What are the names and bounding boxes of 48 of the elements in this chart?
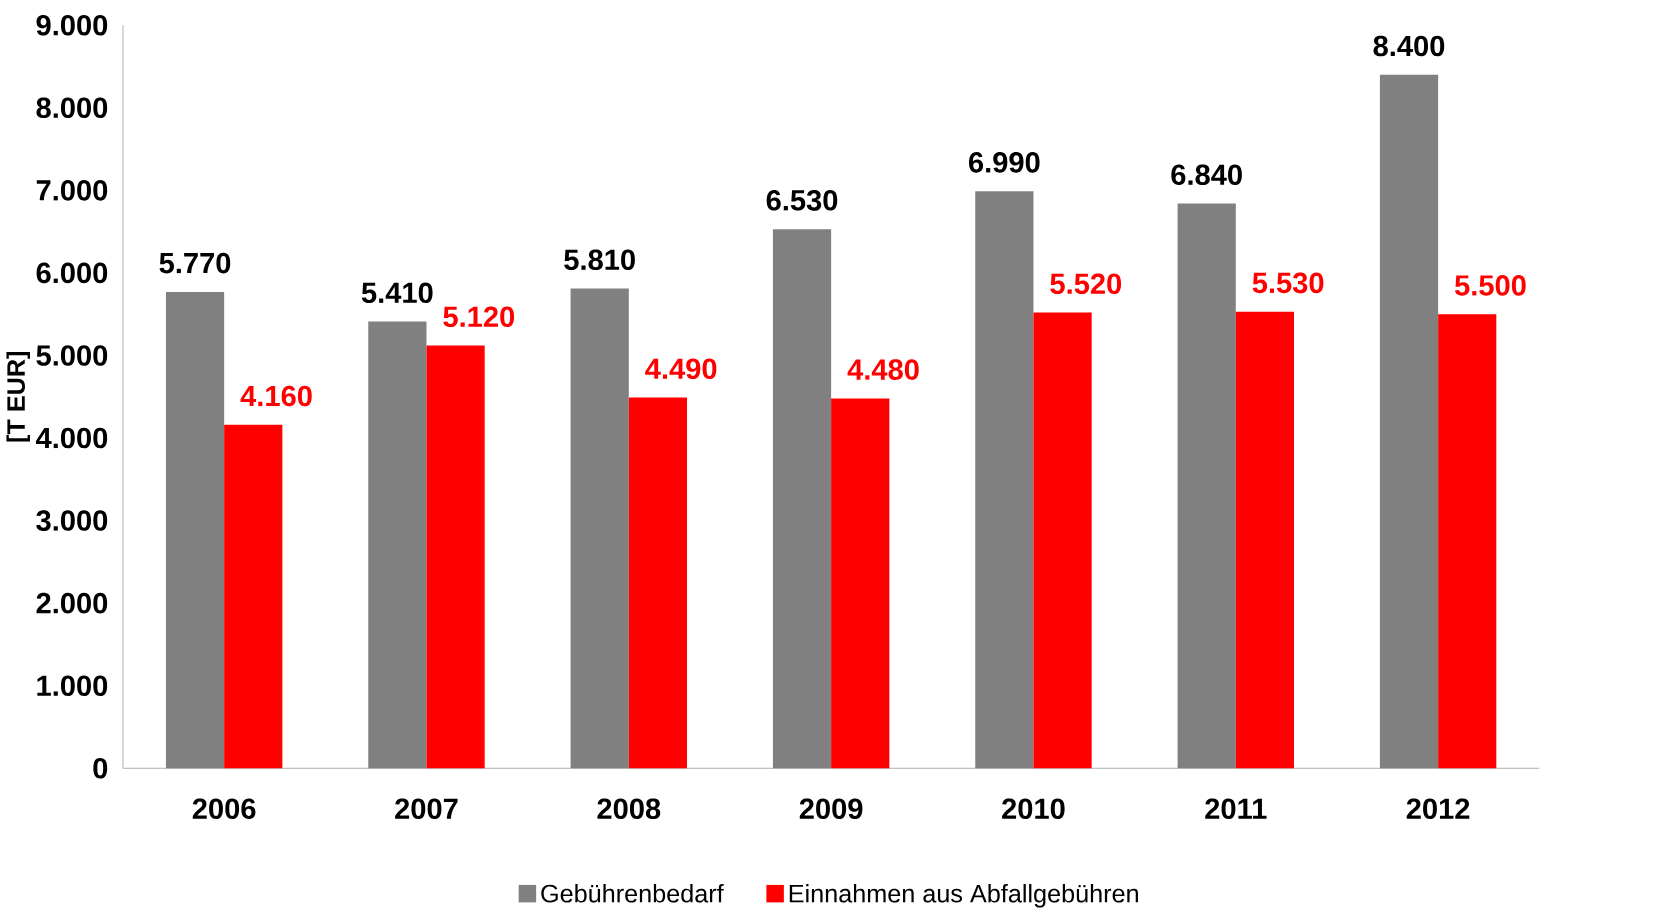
- legend-label: Einnahmen aus Abfallgebühren: [789, 884, 1138, 908]
- bar: [426, 345, 485, 769]
- data-label: 6.990: [969, 152, 1040, 173]
- bar: [165, 291, 225, 769]
- x-tick-label: 2008: [597, 798, 661, 820]
- data-label: 4.490: [645, 358, 717, 380]
- y-tick-label: 8.000: [36, 97, 108, 119]
- y-tick-label: 2.000: [36, 592, 108, 614]
- x-tick-label: 2006: [192, 798, 256, 820]
- x-tick-label: 2011: [1205, 798, 1267, 820]
- data-label: 5.770: [159, 252, 231, 274]
- data-label: 5.120: [443, 306, 515, 328]
- data-label: 4.480: [847, 359, 919, 380]
- legend-label: Gebührenbedarf: [541, 884, 724, 903]
- bar: [1033, 312, 1092, 769]
- bar: [975, 191, 1034, 769]
- data-label: 6.840: [1171, 164, 1242, 186]
- y-axis-title: [T EUR]: [6, 351, 30, 442]
- bar: [224, 424, 283, 769]
- y-tick-label: 9.000: [36, 14, 108, 36]
- bar: [831, 398, 890, 769]
- x-tick-label: 2012: [1406, 798, 1470, 820]
- y-tick-label: 7.000: [36, 180, 108, 201]
- data-label: 5.410: [361, 282, 433, 304]
- y-tick-label: 4.000: [35, 427, 108, 449]
- data-label: 5.530: [1252, 272, 1324, 294]
- data-label: 5.500: [1454, 275, 1526, 296]
- data-label: 5.810: [564, 249, 635, 271]
- data-label: 5.520: [1050, 273, 1122, 295]
- bar: [1235, 311, 1294, 769]
- y-tick-label: 1.000: [37, 675, 108, 697]
- bar: [1438, 314, 1497, 769]
- y-tick-label: 3.000: [36, 510, 108, 531]
- y-tick-label: 6.000: [36, 262, 108, 284]
- data-label: 6.530: [766, 190, 838, 211]
- bar: [1379, 74, 1439, 769]
- data-label: 4.160: [240, 385, 312, 407]
- bar: [1177, 203, 1236, 769]
- bar: [772, 229, 832, 769]
- y-tick-label: 5.000: [36, 345, 108, 366]
- bar: [368, 321, 427, 769]
- y-tick-label: 0: [93, 758, 108, 779]
- bar: [570, 288, 629, 769]
- bar: [628, 397, 688, 769]
- data-label: 8.400: [1373, 35, 1445, 57]
- x-tick-label: 2007: [395, 798, 458, 820]
- x-tick-label: 2009: [799, 798, 863, 820]
- x-tick-label: 2010: [1002, 798, 1065, 820]
